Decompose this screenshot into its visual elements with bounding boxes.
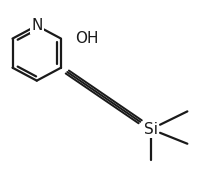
Text: OH: OH [75,31,99,46]
Text: Si: Si [144,122,158,137]
Text: N: N [31,18,42,33]
